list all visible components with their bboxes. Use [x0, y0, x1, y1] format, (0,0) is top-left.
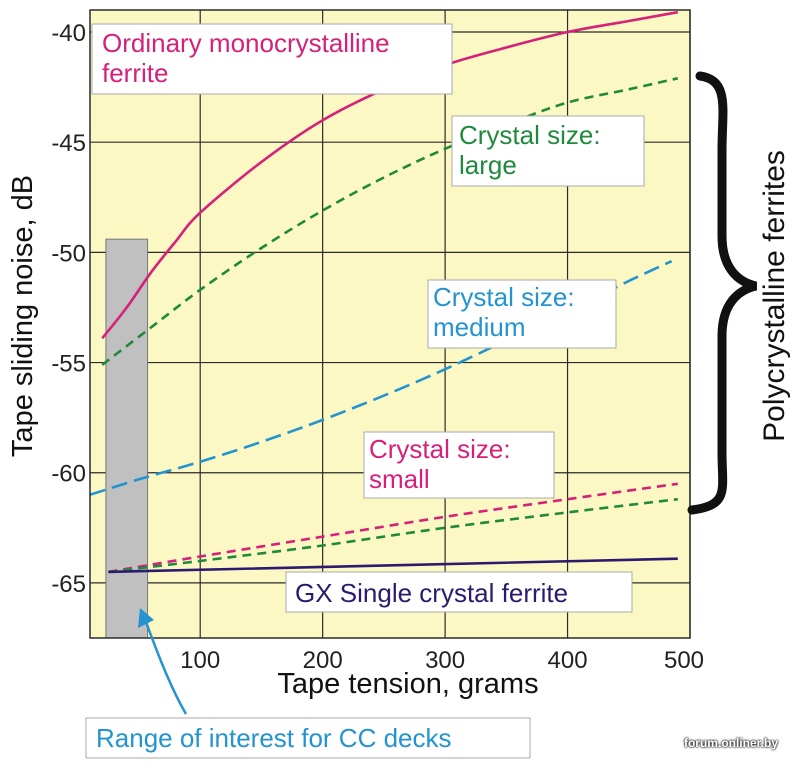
range-of-interest-bar [105, 238, 149, 639]
annotation-range-line-0: Range of interest for CC decks [96, 723, 452, 753]
annotation-ordinary-line-1: ferrite [102, 58, 168, 88]
y-tick-label: -55 [51, 351, 86, 378]
annotation-small-line-1: small [369, 464, 430, 494]
annotation-box-medium [427, 279, 617, 349]
annotation-box-small [363, 431, 555, 499]
annotation-box-range [85, 717, 531, 759]
x-tick-label: 200 [303, 647, 343, 674]
annotation-ordinary-line-0: Ordinary monocrystalline [102, 28, 390, 58]
series-line-0 [101, 10, 679, 340]
annotation-small-line-0: Crystal size: [369, 434, 511, 464]
watermark: forum.onliner.by [683, 736, 778, 750]
y-tick-label: -65 [51, 571, 86, 598]
y-tick-label: -45 [51, 130, 86, 157]
y-tick-label: -40 [51, 20, 86, 47]
range-arrow-line [144, 621, 188, 715]
annotation-box-large [451, 115, 645, 187]
plot-frame [89, 9, 691, 639]
x-tick-label: 500 [664, 647, 704, 674]
series-line-1 [101, 77, 679, 366]
annotation-gx-line-0: GX Single crystal ferrite [295, 578, 568, 608]
range-arrow-head [138, 608, 154, 628]
x-tick-label: 400 [548, 647, 588, 674]
series-line-3 [108, 482, 678, 574]
annotation-medium-line-0: Crystal size: [433, 282, 575, 312]
annotation-box-gx [285, 571, 633, 613]
series-line-5 [108, 557, 678, 574]
polycrystalline-bracket [687, 71, 758, 515]
x-tick-label: 300 [425, 647, 465, 674]
annotation-box-ordinary [91, 23, 453, 95]
x-axis-title: Tape tension, grams [277, 668, 538, 700]
y-tick-label: -60 [51, 461, 86, 488]
series-line-4 [108, 497, 678, 574]
annotation-large-line-0: Crystal size: [459, 120, 601, 150]
x-tick-label: 100 [180, 647, 220, 674]
annotation-large-line-1: large [459, 150, 517, 180]
y-axis-title: Tape sliding noise, dB [7, 175, 39, 457]
polycrystalline-label: Polycrystalline ferrites [758, 150, 791, 442]
annotation-medium-line-1: medium [433, 312, 525, 342]
y-tick-label: -50 [51, 240, 86, 267]
